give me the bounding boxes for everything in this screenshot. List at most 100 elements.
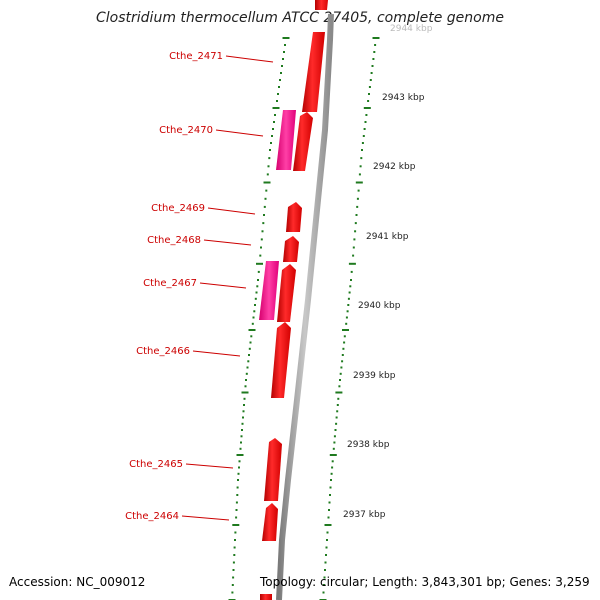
minor-tick: [259, 254, 262, 257]
gene-feature[interactable]: [276, 110, 296, 170]
minor-tick: [372, 58, 375, 60]
minor-tick: [348, 291, 351, 294]
minor-tick: [279, 79, 281, 81]
minor-tick: [280, 72, 282, 74]
minor-tick: [245, 372, 248, 375]
gene-feature[interactable]: [283, 236, 299, 262]
gene-label-cthe-2464[interactable]: Cthe_2464: [125, 511, 179, 522]
minor-tick: [373, 51, 376, 53]
minor-tick: [232, 576, 235, 579]
minor-tick: [234, 539, 236, 541]
minor-tick: [365, 114, 368, 116]
minor-tick: [233, 554, 236, 556]
minor-tick: [350, 279, 352, 281]
minor-tick: [251, 322, 254, 325]
major-tick: [272, 107, 280, 109]
minor-tick: [242, 410, 245, 413]
minor-tick: [350, 270, 353, 273]
minor-tick: [330, 479, 332, 481]
minor-tick: [261, 230, 264, 233]
minor-tick: [370, 72, 373, 74]
minor-tick: [241, 422, 244, 425]
gene-feature[interactable]: [302, 32, 325, 112]
minor-tick: [354, 222, 357, 225]
gene-feature[interactable]: [260, 594, 272, 600]
minor-tick: [322, 591, 325, 594]
outer-tick-ring: [319, 37, 380, 600]
minor-tick: [324, 569, 326, 571]
minor-tick: [269, 149, 271, 151]
minor-tick: [237, 472, 240, 475]
minor-tick: [274, 114, 276, 116]
gene-label-cthe-2465[interactable]: Cthe_2465: [129, 459, 183, 470]
minor-tick: [260, 238, 263, 241]
minor-tick: [355, 214, 358, 216]
minor-tick: [330, 472, 333, 475]
minor-tick: [364, 121, 367, 123]
minor-tick: [240, 435, 243, 438]
gene-label-cthe-2467[interactable]: Cthe_2467: [143, 278, 197, 289]
minor-tick: [271, 135, 273, 137]
minor-tick: [367, 100, 370, 102]
minor-tick: [368, 86, 371, 88]
genome-summary-text: Topology: circular; Length: 3,843,301 bp…: [260, 575, 590, 589]
gene-label-cthe-2468[interactable]: Cthe_2468: [147, 235, 201, 246]
minor-tick: [337, 397, 340, 400]
scale-label-2938: 2938 kbp: [347, 440, 390, 450]
gene-feature[interactable]: [262, 503, 278, 541]
minor-tick: [334, 429, 337, 431]
minor-tick: [242, 416, 244, 419]
gene-feature[interactable]: [264, 438, 282, 501]
minor-tick: [264, 197, 267, 200]
minor-tick: [240, 441, 242, 444]
major-tick: [335, 391, 343, 394]
minor-tick: [231, 584, 234, 586]
minor-tick: [266, 173, 269, 176]
gene-feature[interactable]: [293, 112, 313, 171]
minor-tick: [244, 385, 247, 388]
gene-feature[interactable]: [271, 322, 291, 398]
gene-label-cthe-2470[interactable]: Cthe_2470: [159, 125, 213, 136]
minor-tick: [263, 205, 266, 208]
gene-label-cthe-2471[interactable]: Cthe_2471: [169, 51, 223, 62]
gene-feature[interactable]: [259, 261, 279, 320]
minor-tick: [324, 561, 327, 564]
minor-tick: [235, 509, 238, 511]
minor-tick: [247, 360, 250, 363]
minor-tick: [336, 410, 339, 413]
gene-feature[interactable]: [315, 0, 329, 10]
minor-tick: [353, 238, 356, 241]
minor-tick: [257, 270, 260, 273]
minor-tick: [323, 584, 325, 586]
scale-label-2944: 2944 kbp: [390, 24, 433, 34]
minor-tick: [237, 479, 239, 481]
minor-tick: [359, 165, 362, 168]
gene-feature[interactable]: [277, 264, 296, 322]
minor-tick: [255, 291, 258, 294]
minor-tick: [360, 157, 363, 160]
gene-label-cthe-2466[interactable]: Cthe_2466: [136, 346, 190, 357]
major-tick: [363, 107, 371, 109]
minor-tick: [278, 86, 280, 88]
minor-tick: [323, 576, 326, 579]
minor-tick: [246, 366, 249, 369]
gene-feature[interactable]: [286, 202, 302, 232]
minor-tick: [336, 404, 339, 406]
minor-tick: [339, 372, 342, 375]
minor-tick: [235, 501, 238, 504]
minor-tick: [352, 246, 355, 249]
scale-label-2937: 2937 kbp: [343, 510, 386, 520]
major-tick: [282, 37, 290, 39]
major-tick: [263, 181, 271, 184]
minor-tick: [260, 246, 262, 249]
minor-tick: [250, 335, 253, 338]
minor-tick: [371, 65, 374, 67]
minor-tick: [249, 341, 252, 344]
gene-label-cthe-2469[interactable]: Cthe_2469: [151, 203, 205, 214]
minor-tick: [283, 51, 285, 53]
minor-tick: [358, 173, 361, 176]
minor-tick: [356, 197, 359, 200]
minor-tick: [241, 429, 243, 431]
minor-tick: [329, 486, 332, 489]
